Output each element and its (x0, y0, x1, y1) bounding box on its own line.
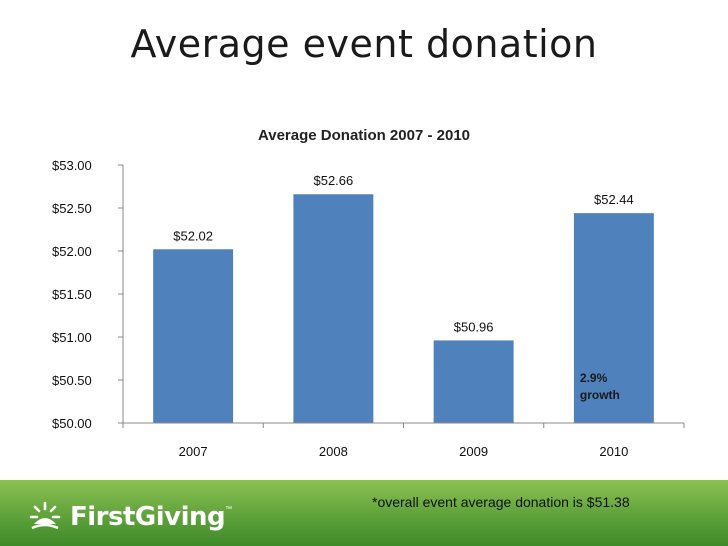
y-tick-label: $52.50 (52, 201, 92, 216)
brand-name: FirstGiving (70, 502, 226, 532)
y-axis: $50.00 $50.50 $51.00 $51.50 $52.00 $52.50 $53.… (52, 158, 124, 431)
y-tick-label: $52.00 (52, 244, 92, 259)
firstgiving-logo: FirstGiving ™ (28, 500, 232, 534)
data-label-2008: $52.66 (313, 173, 353, 188)
bar-2007 (153, 249, 234, 423)
footnote: *overall event average donation is $51.3… (372, 494, 630, 510)
chart-title: Average Donation 2007 - 2010 (258, 127, 470, 144)
slide-title: Average event donation (130, 22, 598, 66)
data-label-2007: $52.02 (173, 228, 213, 243)
data-labels-group: $52.02 $52.66 $50.96 $52.44 (173, 173, 634, 334)
trademark-symbol: ™ (225, 506, 233, 513)
x-tick-label-2007: 2007 (179, 444, 208, 459)
bar-2009 (433, 340, 514, 423)
y-tick-label: $51.00 (52, 330, 92, 345)
annotation-line: 2.9% (580, 371, 608, 385)
annotation-line: growth (580, 388, 620, 402)
sunburst-logo-icon (29, 501, 61, 530)
bar-chart: Average Donation 2007 - 2010 $50.00 $50.5… (52, 127, 685, 459)
footer-bar: FirstGiving ™ *overall event average don… (0, 480, 728, 546)
bar-2010 (573, 213, 654, 423)
x-tick-label-2008: 2008 (319, 444, 348, 459)
data-label-2010: $52.44 (594, 192, 634, 207)
data-label-2009: $50.96 (454, 319, 494, 334)
y-tick-label: $51.50 (52, 287, 92, 302)
x-tick-label-2009: 2009 (459, 444, 488, 459)
y-tick-label: $50.00 (52, 416, 92, 431)
growth-annotation: 2.9% growth (580, 371, 620, 402)
y-tick-label: $53.00 (52, 158, 92, 173)
bars-group (153, 194, 654, 423)
x-tick-label-2010: 2010 (599, 444, 628, 459)
y-tick-label: $50.50 (52, 373, 92, 388)
bar-2008 (293, 194, 374, 423)
x-axis: 2007 2008 2009 2010 (122, 422, 685, 459)
